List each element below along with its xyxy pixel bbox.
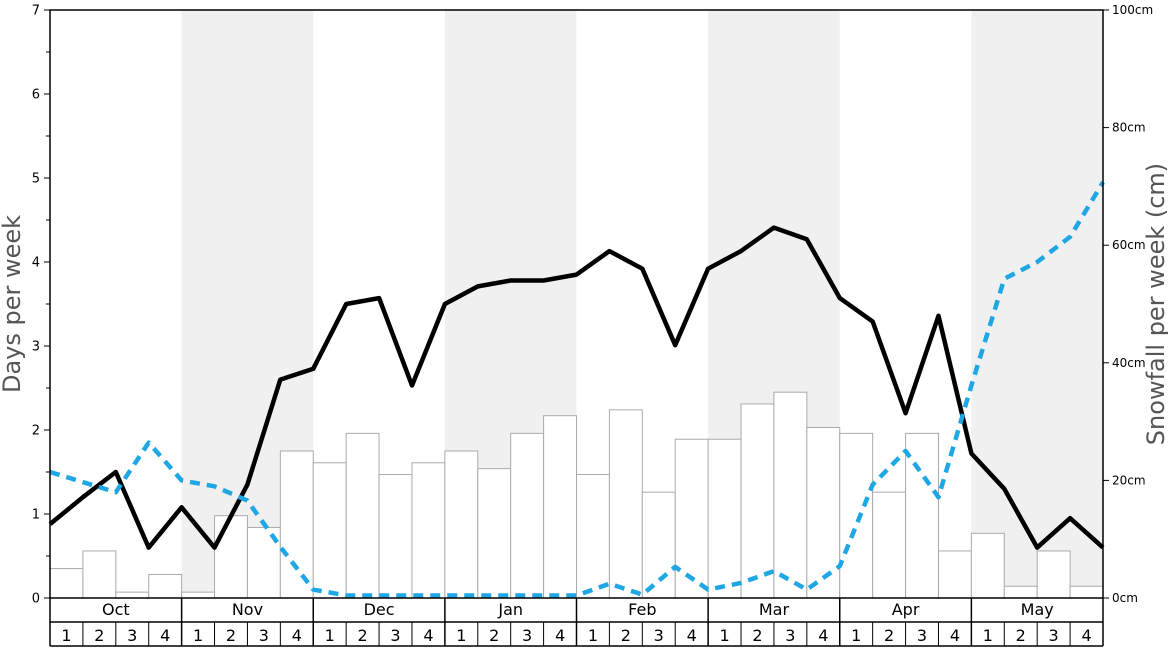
week-label: 1	[983, 626, 993, 645]
week-label: 1	[61, 626, 71, 645]
week-label: 1	[325, 626, 335, 645]
month-label-mar: Mar	[759, 600, 790, 619]
snowfall-bar	[707, 438, 742, 599]
snowfall-bar	[1069, 585, 1104, 599]
right-tick-label: 20cm	[1112, 473, 1146, 487]
week-label: 1	[851, 626, 861, 645]
left-tick-label: 6	[32, 88, 40, 103]
y-axis-left-title: Days per week	[0, 215, 26, 393]
snowfall-bar	[872, 491, 907, 599]
left-tick-label: 0	[32, 592, 40, 607]
week-label: 2	[226, 626, 236, 645]
snowfall-bar	[576, 474, 610, 599]
snowfall-bar	[82, 550, 117, 599]
week-label: 2	[489, 626, 499, 645]
week-label: 3	[390, 626, 400, 645]
right-tick-label: 80cm	[1112, 121, 1146, 135]
week-label: 4	[423, 626, 433, 645]
snowfall-bar	[674, 438, 709, 599]
week-label: 1	[588, 626, 598, 645]
snowfall-bar	[345, 432, 380, 599]
week-label: 3	[259, 626, 269, 645]
week-label: 3	[127, 626, 137, 645]
snowfall-bar	[510, 432, 545, 599]
left-tick-label: 4	[32, 256, 40, 271]
left-tick-label: 5	[32, 172, 40, 187]
month-label-jan: Jan	[497, 600, 523, 619]
left-tick-label: 3	[32, 340, 40, 355]
week-label: 4	[1081, 626, 1091, 645]
week-label: 3	[917, 626, 927, 645]
snowfall-bar	[148, 573, 183, 599]
days-line-solid	[48, 225, 1105, 550]
week-label: 1	[456, 626, 466, 645]
left-tick-label: 7	[32, 4, 40, 19]
week-label: 3	[785, 626, 795, 645]
week-label: 2	[621, 626, 631, 645]
snowfall-bar	[937, 550, 972, 599]
week-label: 3	[1049, 626, 1059, 645]
week-label: 1	[193, 626, 203, 645]
month-label-apr: Apr	[892, 600, 920, 619]
snowfall-bar	[1003, 585, 1038, 599]
snowfall-bar	[970, 532, 1005, 599]
snowfall-bar	[477, 468, 512, 599]
week-label: 4	[292, 626, 302, 645]
right-axis: 0cm 20cm 40cm 60cm 80cm 100cm	[1103, 3, 1153, 605]
snowfall-bar	[839, 432, 874, 599]
week-label: 2	[752, 626, 762, 645]
snowfall-bar	[411, 462, 446, 599]
month-shading	[181, 10, 1103, 598]
snow-days-line-dashed	[49, 181, 1105, 598]
week-label: 1	[719, 626, 729, 645]
y-axis-right-title: Snowfall per week (cm)	[1142, 163, 1168, 445]
week-label: 2	[94, 626, 104, 645]
snowfall-bar	[1036, 550, 1071, 599]
month-label-dec: Dec	[364, 600, 395, 619]
left-tick-label: 2	[32, 424, 40, 439]
snowfall-bar	[543, 415, 577, 599]
snowfall-bar	[378, 474, 413, 599]
snowfall-bar	[608, 409, 643, 599]
snowfall-bar	[806, 426, 841, 599]
week-label: 3	[522, 626, 532, 645]
month-label-may: May	[1021, 600, 1054, 619]
month-label-oct: Oct	[102, 600, 130, 619]
snowfall-bar	[115, 591, 150, 599]
right-tick-label: 60cm	[1112, 238, 1146, 252]
week-label: 4	[555, 626, 565, 645]
left-tick-label: 1	[32, 508, 40, 523]
week-label: 4	[687, 626, 697, 645]
week-label: 4	[950, 626, 960, 645]
right-tick-label: 0cm	[1112, 591, 1138, 605]
left-axis: 0 1 2 3 4 5 6 7	[32, 4, 50, 607]
snowfall-bar	[444, 450, 479, 599]
week-label: 2	[358, 626, 368, 645]
snowfall-bar	[641, 491, 676, 599]
snowfall-bar	[312, 462, 347, 599]
snowfall-bar	[740, 403, 775, 599]
right-tick-label: 100cm	[1112, 3, 1153, 17]
month-label-nov: Nov	[232, 600, 263, 619]
snowfall-bar	[773, 391, 808, 599]
week-label: 4	[160, 626, 170, 645]
right-tick-label: 40cm	[1112, 356, 1146, 370]
week-label: 2	[884, 626, 894, 645]
week-label: 4	[818, 626, 828, 645]
week-label: 2	[1016, 626, 1026, 645]
month-label-feb: Feb	[628, 600, 656, 619]
snowfall-bar	[214, 515, 248, 599]
snowfall-bar	[49, 568, 84, 599]
days-lines	[48, 181, 1105, 598]
snowfall-bar	[181, 591, 216, 599]
week-label: 3	[654, 626, 664, 645]
snowfall-bar	[279, 450, 314, 599]
x-axis: Oct 1 2 3 4 Nov 1 2 3 4 Dec 1 2 3 4 Jan 1 2 3 4 Feb 1 2 3 4 Mar 1 2…	[49, 598, 1104, 647]
snowfall-bar	[905, 432, 939, 599]
month-shade-may	[971, 10, 1103, 598]
